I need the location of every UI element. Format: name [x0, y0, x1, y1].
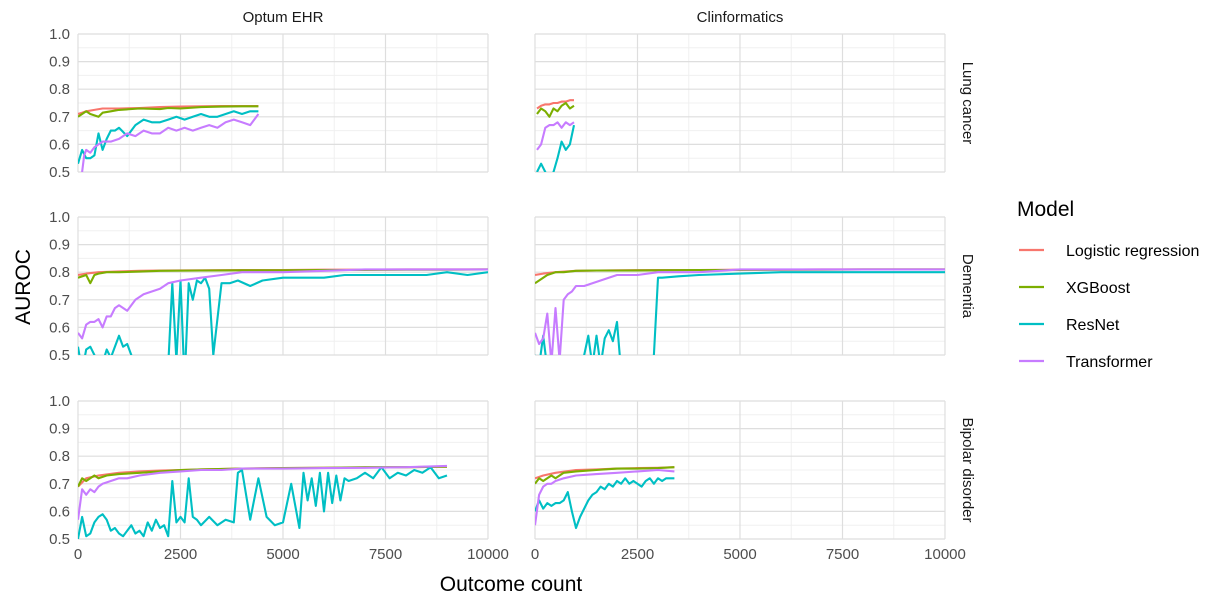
y-tick-label: 1.0 [49, 393, 70, 410]
series-line-transformer [81, 113, 260, 172]
series-line-resnet [78, 271, 488, 355]
series-line-resnet [78, 110, 259, 164]
series-line-resnet [535, 477, 675, 530]
y-tick-label: 0.8 [49, 448, 70, 465]
legend-title: Model [1017, 198, 1074, 221]
y-tick-label: 0.7 [49, 292, 70, 309]
x-tick-label: 0 [74, 546, 82, 563]
facet-column-label: Optum EHR [243, 9, 324, 26]
y-axis-title: AUROC [12, 249, 35, 325]
series-line-transformer [78, 464, 448, 520]
x-tick-label: 5000 [723, 546, 756, 563]
x-tick-label: 7500 [369, 546, 402, 563]
series-line-resnet [535, 271, 945, 355]
x-tick-label: 2500 [164, 546, 197, 563]
y-tick-label: 0.6 [49, 136, 70, 153]
x-tick-label: 5000 [266, 546, 299, 563]
series-line-transformer [536, 121, 575, 151]
y-tick-label: 0.5 [49, 531, 70, 548]
y-tick-label: 1.0 [49, 26, 70, 43]
x-tick-label: 2500 [621, 546, 654, 563]
legend-label: Logistic regression [1066, 243, 1199, 260]
y-tick-label: 0.8 [49, 264, 70, 281]
y-tick-label: 0.7 [49, 476, 70, 493]
x-tick-label: 0 [531, 546, 539, 563]
y-tick-label: 0.9 [49, 237, 70, 254]
y-tick-label: 0.5 [49, 164, 70, 181]
facet-column-label: Clinformatics [697, 9, 784, 26]
x-axis-title: Outcome count [440, 573, 583, 596]
series-line-xgboost [535, 466, 675, 485]
legend-label: ResNet [1066, 317, 1120, 334]
series-line-transformer [535, 268, 945, 355]
legend-label: Transformer [1066, 354, 1153, 371]
series-line-xgboost [78, 105, 259, 118]
series-line-xgboost [536, 101, 575, 118]
x-tick-label: 10000 [924, 546, 966, 563]
facet-row-label: Dementia [959, 254, 976, 319]
facet-row-label: Bipolar disorder [959, 417, 976, 522]
legend-label: XGBoost [1066, 280, 1131, 297]
x-tick-label: 10000 [467, 546, 509, 563]
y-tick-label: 0.6 [49, 503, 70, 520]
y-tick-label: 1.0 [49, 209, 70, 226]
series-line-resnet [536, 124, 576, 172]
y-tick-label: 0.5 [49, 347, 70, 364]
y-tick-label: 0.6 [49, 319, 70, 336]
facet-row-label: Lung cancer [959, 62, 976, 145]
series-line-transformer [78, 268, 488, 340]
x-tick-label: 7500 [826, 546, 859, 563]
series-line-logistic-regression [536, 99, 574, 110]
y-tick-label: 0.9 [49, 54, 70, 71]
y-tick-label: 0.9 [49, 421, 70, 438]
y-tick-label: 0.8 [49, 81, 70, 98]
series-line-resnet [78, 466, 448, 539]
series-line-transformer [535, 468, 675, 526]
y-tick-label: 0.7 [49, 109, 70, 126]
